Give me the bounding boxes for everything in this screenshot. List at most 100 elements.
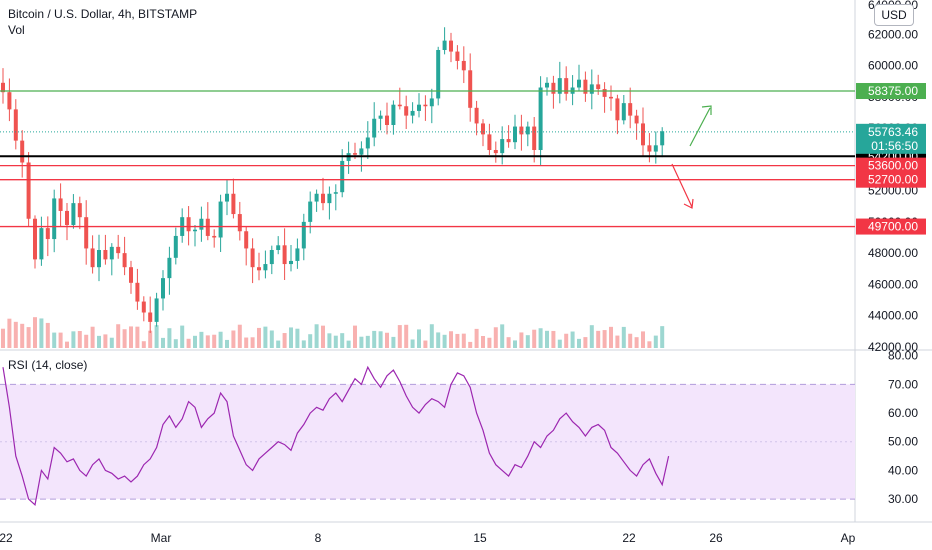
candle	[385, 102, 389, 135]
volume-bar	[378, 331, 383, 348]
candle-body	[564, 78, 569, 94]
candle-body	[13, 109, 18, 141]
candle-body	[161, 278, 165, 299]
candle-body	[525, 126, 530, 135]
candle	[186, 206, 191, 246]
candle	[583, 71, 588, 102]
candle	[596, 74, 601, 95]
candle-body	[141, 301, 146, 313]
volume-bar	[26, 327, 31, 348]
candle	[109, 243, 114, 276]
candle	[225, 179, 229, 216]
candle	[295, 238, 300, 269]
price-level-label: 53600.00	[868, 159, 918, 173]
candle-body	[103, 250, 108, 260]
volume-bar	[193, 335, 197, 348]
price-level-tag	[856, 157, 926, 174]
volume-bar	[154, 325, 159, 348]
volume-bar	[660, 326, 665, 348]
volume-bar	[570, 331, 575, 348]
candle	[532, 116, 537, 163]
candle	[84, 200, 89, 265]
volume-bar	[257, 327, 261, 348]
candle	[615, 94, 620, 135]
candle	[321, 177, 325, 211]
volume-bar	[225, 339, 229, 348]
candle-body	[602, 89, 607, 97]
volume-bar	[308, 334, 313, 348]
volume-bar	[596, 330, 601, 348]
volume-bar	[538, 328, 543, 348]
candle	[161, 270, 165, 311]
candle	[129, 260, 133, 294]
candle	[122, 236, 127, 276]
candle-body	[237, 214, 242, 232]
candle	[500, 126, 505, 165]
volume-bar	[589, 325, 594, 348]
candle-body	[212, 235, 217, 238]
candle	[404, 95, 409, 130]
candle-body	[65, 210, 69, 225]
candle-body	[628, 103, 633, 116]
candle-body	[186, 217, 191, 232]
candle-body	[660, 131, 665, 146]
currency-button[interactable]: USD	[874, 4, 914, 26]
candle	[634, 109, 639, 140]
candle-body	[20, 140, 25, 163]
candle-body	[135, 282, 140, 302]
candle-body	[519, 126, 524, 135]
volume-bar	[90, 326, 95, 348]
candle-body	[205, 218, 210, 236]
price-tick-label: 46000.00	[868, 277, 918, 291]
candle	[513, 114, 517, 150]
candle-body	[148, 312, 153, 322]
candle	[97, 234, 101, 282]
candle	[33, 215, 37, 269]
rsi-tick-label: 60.00	[888, 406, 918, 420]
candle	[545, 77, 549, 96]
candle	[628, 87, 633, 129]
volume-bar	[250, 337, 255, 348]
candle	[276, 236, 281, 255]
candle-body	[45, 228, 50, 240]
candle	[90, 235, 95, 274]
volume-bar	[487, 337, 492, 348]
volume-bar	[129, 326, 133, 348]
candle	[577, 64, 581, 92]
candle-body	[653, 145, 658, 152]
volume-bar	[557, 339, 562, 348]
volume-bar	[615, 335, 620, 348]
candle-body	[538, 87, 543, 150]
volume-bar	[461, 333, 466, 348]
volume-bar	[84, 334, 89, 348]
candle-body	[301, 221, 306, 249]
candle-body	[218, 201, 223, 238]
candle	[173, 227, 178, 265]
candle-body	[33, 218, 37, 260]
candle	[327, 186, 332, 220]
candle-body	[263, 264, 268, 271]
volume-bar	[71, 331, 76, 348]
candle-body	[122, 253, 127, 268]
candle	[506, 125, 511, 148]
time-tick-label: Ap	[841, 531, 856, 545]
candle-body	[58, 198, 63, 211]
candle-body	[474, 107, 479, 124]
candle-body	[154, 298, 159, 322]
candle	[481, 119, 485, 147]
candle	[378, 110, 383, 131]
candle	[455, 45, 460, 70]
candle	[39, 216, 44, 266]
volume-bar	[442, 334, 447, 348]
volume-bar	[634, 337, 639, 348]
candle-body	[289, 260, 293, 265]
candle-body	[410, 110, 415, 116]
candle-body	[97, 250, 101, 268]
price-tick-label: 62000.00	[868, 27, 918, 41]
current-price-label: 55763.46	[868, 125, 918, 139]
volume-bar	[449, 331, 453, 348]
volume-bar	[525, 335, 530, 348]
candle-body	[314, 193, 319, 202]
volume-bar	[321, 325, 325, 348]
